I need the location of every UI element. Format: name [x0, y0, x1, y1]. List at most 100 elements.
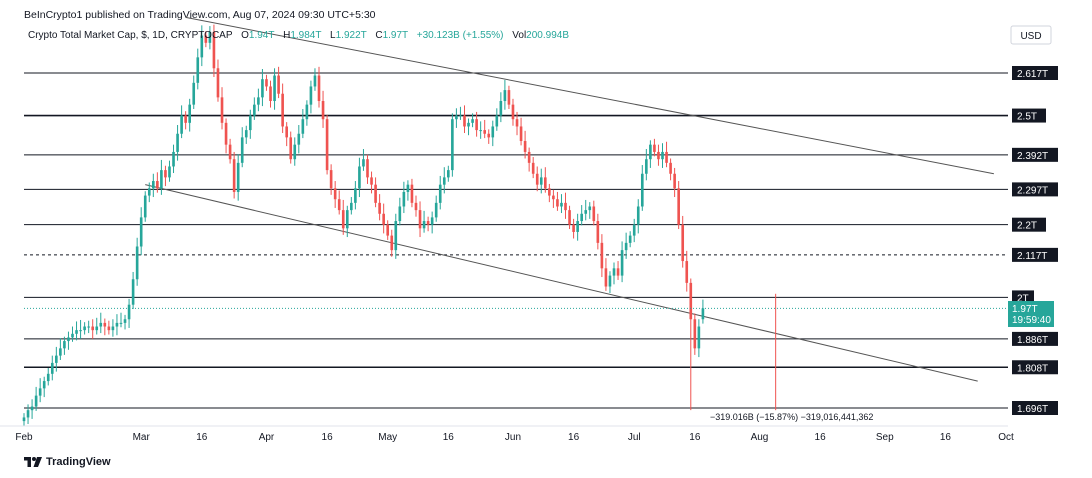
- level-label-3: 2.297T: [1017, 185, 1048, 196]
- candle-body-168: [701, 308, 705, 320]
- candle-body-145: [608, 275, 612, 287]
- measurement-tool: [24, 293, 1008, 411]
- candle-body-152: [636, 206, 640, 225]
- candle-body-63: [277, 75, 280, 94]
- candle-body-71: [309, 86, 313, 105]
- candle-body-42: [192, 82, 196, 105]
- legend-symbol[interactable]: Crypto Total Market Cap, $, 1D, CRYPTOCA…: [28, 30, 233, 41]
- candle-body-46: [208, 31, 212, 43]
- candle-body-98: [418, 210, 422, 229]
- candle-body-7: [50, 362, 54, 374]
- currency-badge[interactable]: USD: [1020, 31, 1041, 42]
- legend-high-label: H: [283, 30, 290, 41]
- candle-body-36: [168, 166, 171, 178]
- candle-body-86: [370, 177, 373, 185]
- candle-body-52: [232, 159, 236, 192]
- publisher-line: BeInCrypto1 published on TradingView.com…: [24, 9, 376, 21]
- candle-body-159: [665, 151, 668, 163]
- candle-body-12: [71, 333, 74, 338]
- candle-body-107: [455, 115, 458, 120]
- candle-body-75: [325, 119, 329, 171]
- candle-body-87: [374, 184, 377, 203]
- candle-body-128: [539, 177, 543, 185]
- candle-body-125: [527, 151, 531, 163]
- candle-body-76: [329, 170, 333, 189]
- candle-body-106: [451, 119, 454, 171]
- last-price-tag: [1008, 301, 1054, 327]
- candle-body-95: [406, 184, 410, 192]
- candle-body-157: [657, 151, 660, 160]
- candle-body-154: [645, 159, 648, 174]
- level-tag-6: [1012, 290, 1034, 305]
- candle-body-62: [273, 75, 276, 102]
- candle-body-109: [463, 115, 466, 127]
- candle-body-43: [196, 57, 200, 83]
- candle-body-70: [305, 104, 309, 120]
- candle-body-44: [200, 35, 204, 58]
- candle-body-17: [91, 326, 95, 331]
- time-tick-7: Jun: [505, 432, 521, 443]
- candle-body-155: [649, 144, 652, 160]
- level-tag-2: [1012, 147, 1058, 162]
- candle-body-129: [543, 177, 547, 189]
- support-resistance-levels: [24, 72, 1008, 409]
- candle-body-137: [576, 221, 579, 232]
- candle-body-30: [143, 195, 147, 218]
- tradingview-logo[interactable]: TradingView: [24, 456, 111, 468]
- candle-body-0: [22, 417, 26, 422]
- candle-body-16: [87, 326, 90, 328]
- candle-body-81: [350, 202, 353, 211]
- candle-body-56: [248, 115, 252, 131]
- candle-body-40: [184, 115, 187, 123]
- price-axis: 2.617T 2.5T 2.392T 2.297T 2.2T 2.117T 2T 1.886T…: [1012, 66, 1058, 415]
- candle-body-19: [99, 322, 103, 327]
- channel-trendlines: [145, 16, 994, 382]
- candle-body-50: [224, 122, 228, 145]
- trendline-lower-channel: [145, 184, 978, 382]
- level-tag-0: [1012, 66, 1058, 80]
- legend-change: +30.123B (+1.55%): [417, 30, 504, 41]
- legend-open: 1.94T: [249, 30, 274, 41]
- candle-body-20: [103, 322, 107, 327]
- candle-body-117: [495, 115, 499, 127]
- level-label-0: 2.617T: [1017, 69, 1048, 80]
- candle-body-127: [535, 173, 539, 185]
- candle-body-28: [135, 246, 139, 280]
- candle-body-132: [556, 199, 559, 207]
- time-tick-8: 16: [568, 432, 580, 443]
- time-tick-2: 16: [196, 432, 208, 443]
- candle-body-146: [612, 268, 616, 276]
- candle-body-68: [297, 133, 301, 145]
- candle-body-101: [430, 217, 434, 225]
- time-axis: Feb Mar 16 Apr 16 May 16 Jun 16 Jul 16 Aug 16 Sep 16 Oc…: [0, 425, 1014, 443]
- candle-body-77: [333, 188, 337, 200]
- candle-body-64: [281, 93, 284, 127]
- currency-badge-frame[interactable]: [1010, 25, 1052, 45]
- candle-body-25: [123, 319, 127, 323]
- time-tick-6: 16: [443, 432, 455, 443]
- candle-body-153: [640, 173, 644, 207]
- tradingview-logo-text: TradingView: [46, 456, 111, 468]
- level-label-5: 2.117T: [1017, 251, 1047, 262]
- candle-body-29: [139, 217, 143, 247]
- candle-body-83: [358, 166, 361, 189]
- candle-body-35: [164, 170, 167, 178]
- legend-volume: 200.994B: [526, 30, 569, 41]
- candle-body-67: [293, 144, 297, 160]
- time-tick-11: Aug: [751, 432, 769, 443]
- candle-body-150: [628, 235, 632, 243]
- candle-body-82: [354, 188, 357, 203]
- candle-body-73: [317, 75, 321, 102]
- candle-body-74: [321, 101, 325, 120]
- level-tag-3: [1012, 182, 1058, 197]
- candle-body-142: [596, 221, 600, 243]
- candle-body-118: [499, 101, 503, 116]
- candle-body-131: [552, 195, 555, 200]
- time-tick-0: Feb: [15, 432, 33, 443]
- candle-body-24: [119, 322, 123, 324]
- candle-body-48: [216, 68, 220, 98]
- candle-body-33: [156, 181, 159, 189]
- candle-body-133: [560, 202, 563, 207]
- time-tick-13: Sep: [876, 432, 894, 443]
